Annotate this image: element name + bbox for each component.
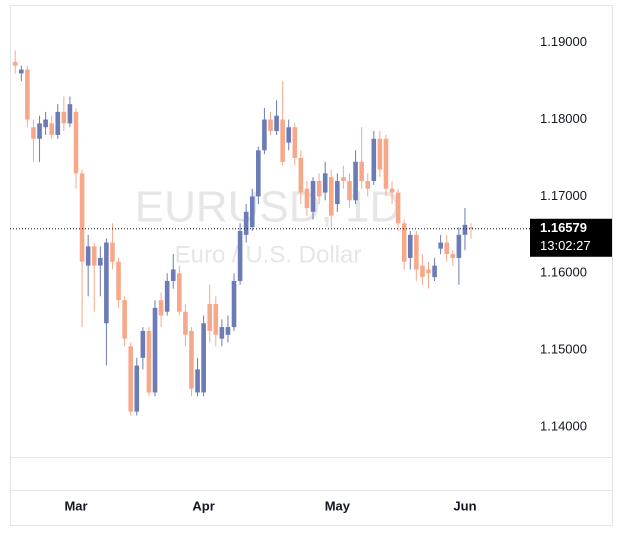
x-tick-label: May — [325, 498, 351, 513]
candle-body — [55, 111, 61, 135]
candle-body — [116, 261, 121, 301]
candle-body — [91, 246, 97, 266]
candle-body — [268, 119, 273, 132]
candle-body — [12, 61, 18, 66]
candle-body — [414, 234, 419, 270]
candle-body — [134, 365, 140, 412]
candle-body — [462, 224, 468, 235]
candle-body — [328, 177, 334, 216]
y-tick-label: 1.18000 — [540, 111, 587, 126]
last-price-label: 1.16579 — [540, 220, 587, 235]
candle-body — [292, 127, 298, 158]
candle-body — [207, 304, 213, 331]
candle-body — [377, 138, 383, 170]
candle-body — [456, 234, 462, 258]
candle-body — [152, 307, 158, 393]
candle-body — [389, 188, 395, 193]
candle-body — [316, 181, 322, 197]
candle-body — [395, 192, 401, 224]
candle-body — [43, 119, 48, 128]
y-tick-label: 1.17000 — [540, 188, 587, 203]
candle-body — [347, 181, 352, 201]
candle-body — [438, 242, 443, 249]
last-price-box — [530, 218, 612, 257]
candle-body — [298, 157, 304, 193]
x-tick-label: Mar — [64, 498, 87, 513]
candle-body — [225, 327, 231, 335]
candle-body — [61, 111, 67, 124]
candle-body — [73, 111, 79, 174]
candle-body — [407, 234, 413, 258]
candle-body — [365, 181, 371, 189]
chart-frame — [10, 5, 613, 526]
candle-body — [122, 300, 127, 339]
candle-body — [286, 127, 292, 143]
candle-body — [110, 242, 115, 262]
candle-body — [322, 173, 328, 193]
y-tick-label: 1.19000 — [540, 34, 587, 49]
candle-body — [304, 188, 310, 208]
watermark: EURUSD, 1D — [135, 183, 402, 232]
x-tick-label: Jun — [453, 498, 476, 513]
candle-body — [249, 196, 255, 228]
candle-body — [213, 304, 219, 335]
candle-body — [201, 323, 206, 393]
candle-body — [85, 246, 91, 266]
y-tick-label: 1.16000 — [540, 265, 587, 280]
candle-body — [420, 265, 425, 278]
candle-body — [164, 280, 170, 312]
candle-body — [170, 269, 176, 281]
candle-body — [432, 265, 437, 278]
candle-body — [31, 127, 36, 139]
candle-body — [128, 346, 134, 412]
candle-body — [98, 257, 103, 266]
countdown: 13:02:27 — [540, 238, 591, 253]
candle-body — [353, 161, 358, 201]
x-tick-label: Apr — [192, 498, 214, 513]
candle-body — [67, 104, 73, 124]
candle-body — [195, 369, 200, 393]
candle-body — [341, 177, 346, 182]
candle-body — [371, 138, 377, 182]
candle-body — [183, 311, 188, 335]
candle-body — [401, 223, 407, 262]
candle-body — [140, 330, 146, 358]
candle-body — [19, 69, 24, 74]
candle-body — [79, 173, 85, 262]
candle-body — [237, 231, 243, 281]
candle-body — [310, 181, 316, 212]
candle-body — [262, 119, 267, 151]
candle-body — [158, 300, 164, 316]
candle-body — [468, 227, 474, 229]
candle-body — [274, 115, 279, 132]
candle-body — [37, 123, 42, 139]
candle-body — [383, 138, 389, 189]
candle-body — [450, 254, 456, 258]
candle-body — [426, 269, 431, 274]
watermark-subtitle: Euro / U.S. Dollar — [175, 241, 362, 268]
candle-body — [146, 330, 152, 393]
candle-body — [243, 211, 249, 235]
y-tick-label: 1.14000 — [540, 418, 587, 433]
candle-body — [280, 119, 285, 162]
candle-body — [25, 69, 30, 120]
candle-body — [444, 242, 450, 255]
candle-body — [359, 161, 364, 182]
candle-body — [104, 242, 109, 324]
candle-body — [256, 150, 261, 197]
candle-body — [177, 273, 182, 312]
candle-body — [49, 123, 54, 135]
y-tick-label: 1.15000 — [540, 342, 587, 357]
candle-body — [335, 181, 340, 205]
candle-body — [189, 330, 194, 389]
candle-body — [219, 327, 225, 339]
candle-body — [231, 280, 237, 328]
